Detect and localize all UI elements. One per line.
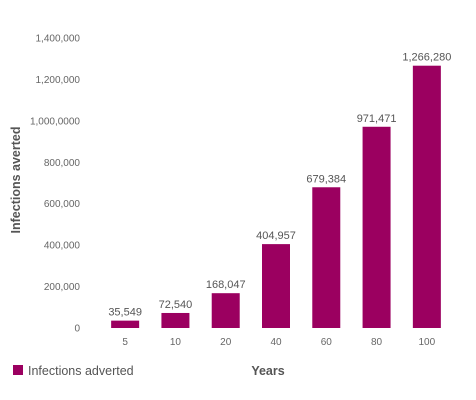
bar-value-label: 72,540 xyxy=(159,299,193,311)
bar xyxy=(362,126,391,328)
bar xyxy=(262,244,290,328)
bar-value-label: 168,047 xyxy=(206,279,246,291)
bar-value-label: 35,549 xyxy=(108,307,142,319)
bar xyxy=(312,187,341,328)
data-labels: 35,549 72,540 168,047 404,957 679,384 971,471… xyxy=(108,52,451,319)
y-tick-label: 1,200,000 xyxy=(36,75,81,86)
bar-value-label: 679,384 xyxy=(306,173,346,185)
bars xyxy=(111,65,441,328)
y-axis-ticks: 0 200,000 400,000 600,000 800,000 1,000,0000 1… xyxy=(30,34,81,335)
bar xyxy=(161,312,190,328)
bar xyxy=(412,65,441,328)
y-axis-title: Infections averted xyxy=(9,127,23,234)
y-tick-label: 600,000 xyxy=(44,199,81,210)
x-tick-label: 5 xyxy=(122,337,128,348)
bar-value-label: 404,957 xyxy=(256,230,296,242)
x-tick-label: 80 xyxy=(371,337,383,348)
legend: Infections adverted xyxy=(13,364,134,378)
bar xyxy=(111,320,140,328)
y-tick-label: 1,400,000 xyxy=(36,34,81,45)
x-tick-label: 100 xyxy=(419,337,436,348)
bar xyxy=(211,293,240,328)
x-axis-ticks: 5 10 20 40 60 80 100 xyxy=(122,337,435,348)
x-axis-title: Years xyxy=(251,364,284,378)
y-tick-label: 200,000 xyxy=(44,282,81,293)
y-tick-label: 1,000,0000 xyxy=(30,116,80,127)
legend-swatch xyxy=(13,365,23,375)
x-tick-label: 10 xyxy=(170,337,182,348)
bar-value-label: 971,471 xyxy=(357,113,397,125)
legend-label: Infections adverted xyxy=(28,364,134,378)
y-tick-label: 800,000 xyxy=(44,158,81,169)
x-tick-label: 60 xyxy=(321,337,333,348)
y-tick-label: 0 xyxy=(74,324,80,335)
x-tick-label: 40 xyxy=(270,337,282,348)
y-tick-label: 400,000 xyxy=(44,241,81,252)
bar-value-label: 1,266,280 xyxy=(402,52,451,64)
x-tick-label: 20 xyxy=(220,337,232,348)
